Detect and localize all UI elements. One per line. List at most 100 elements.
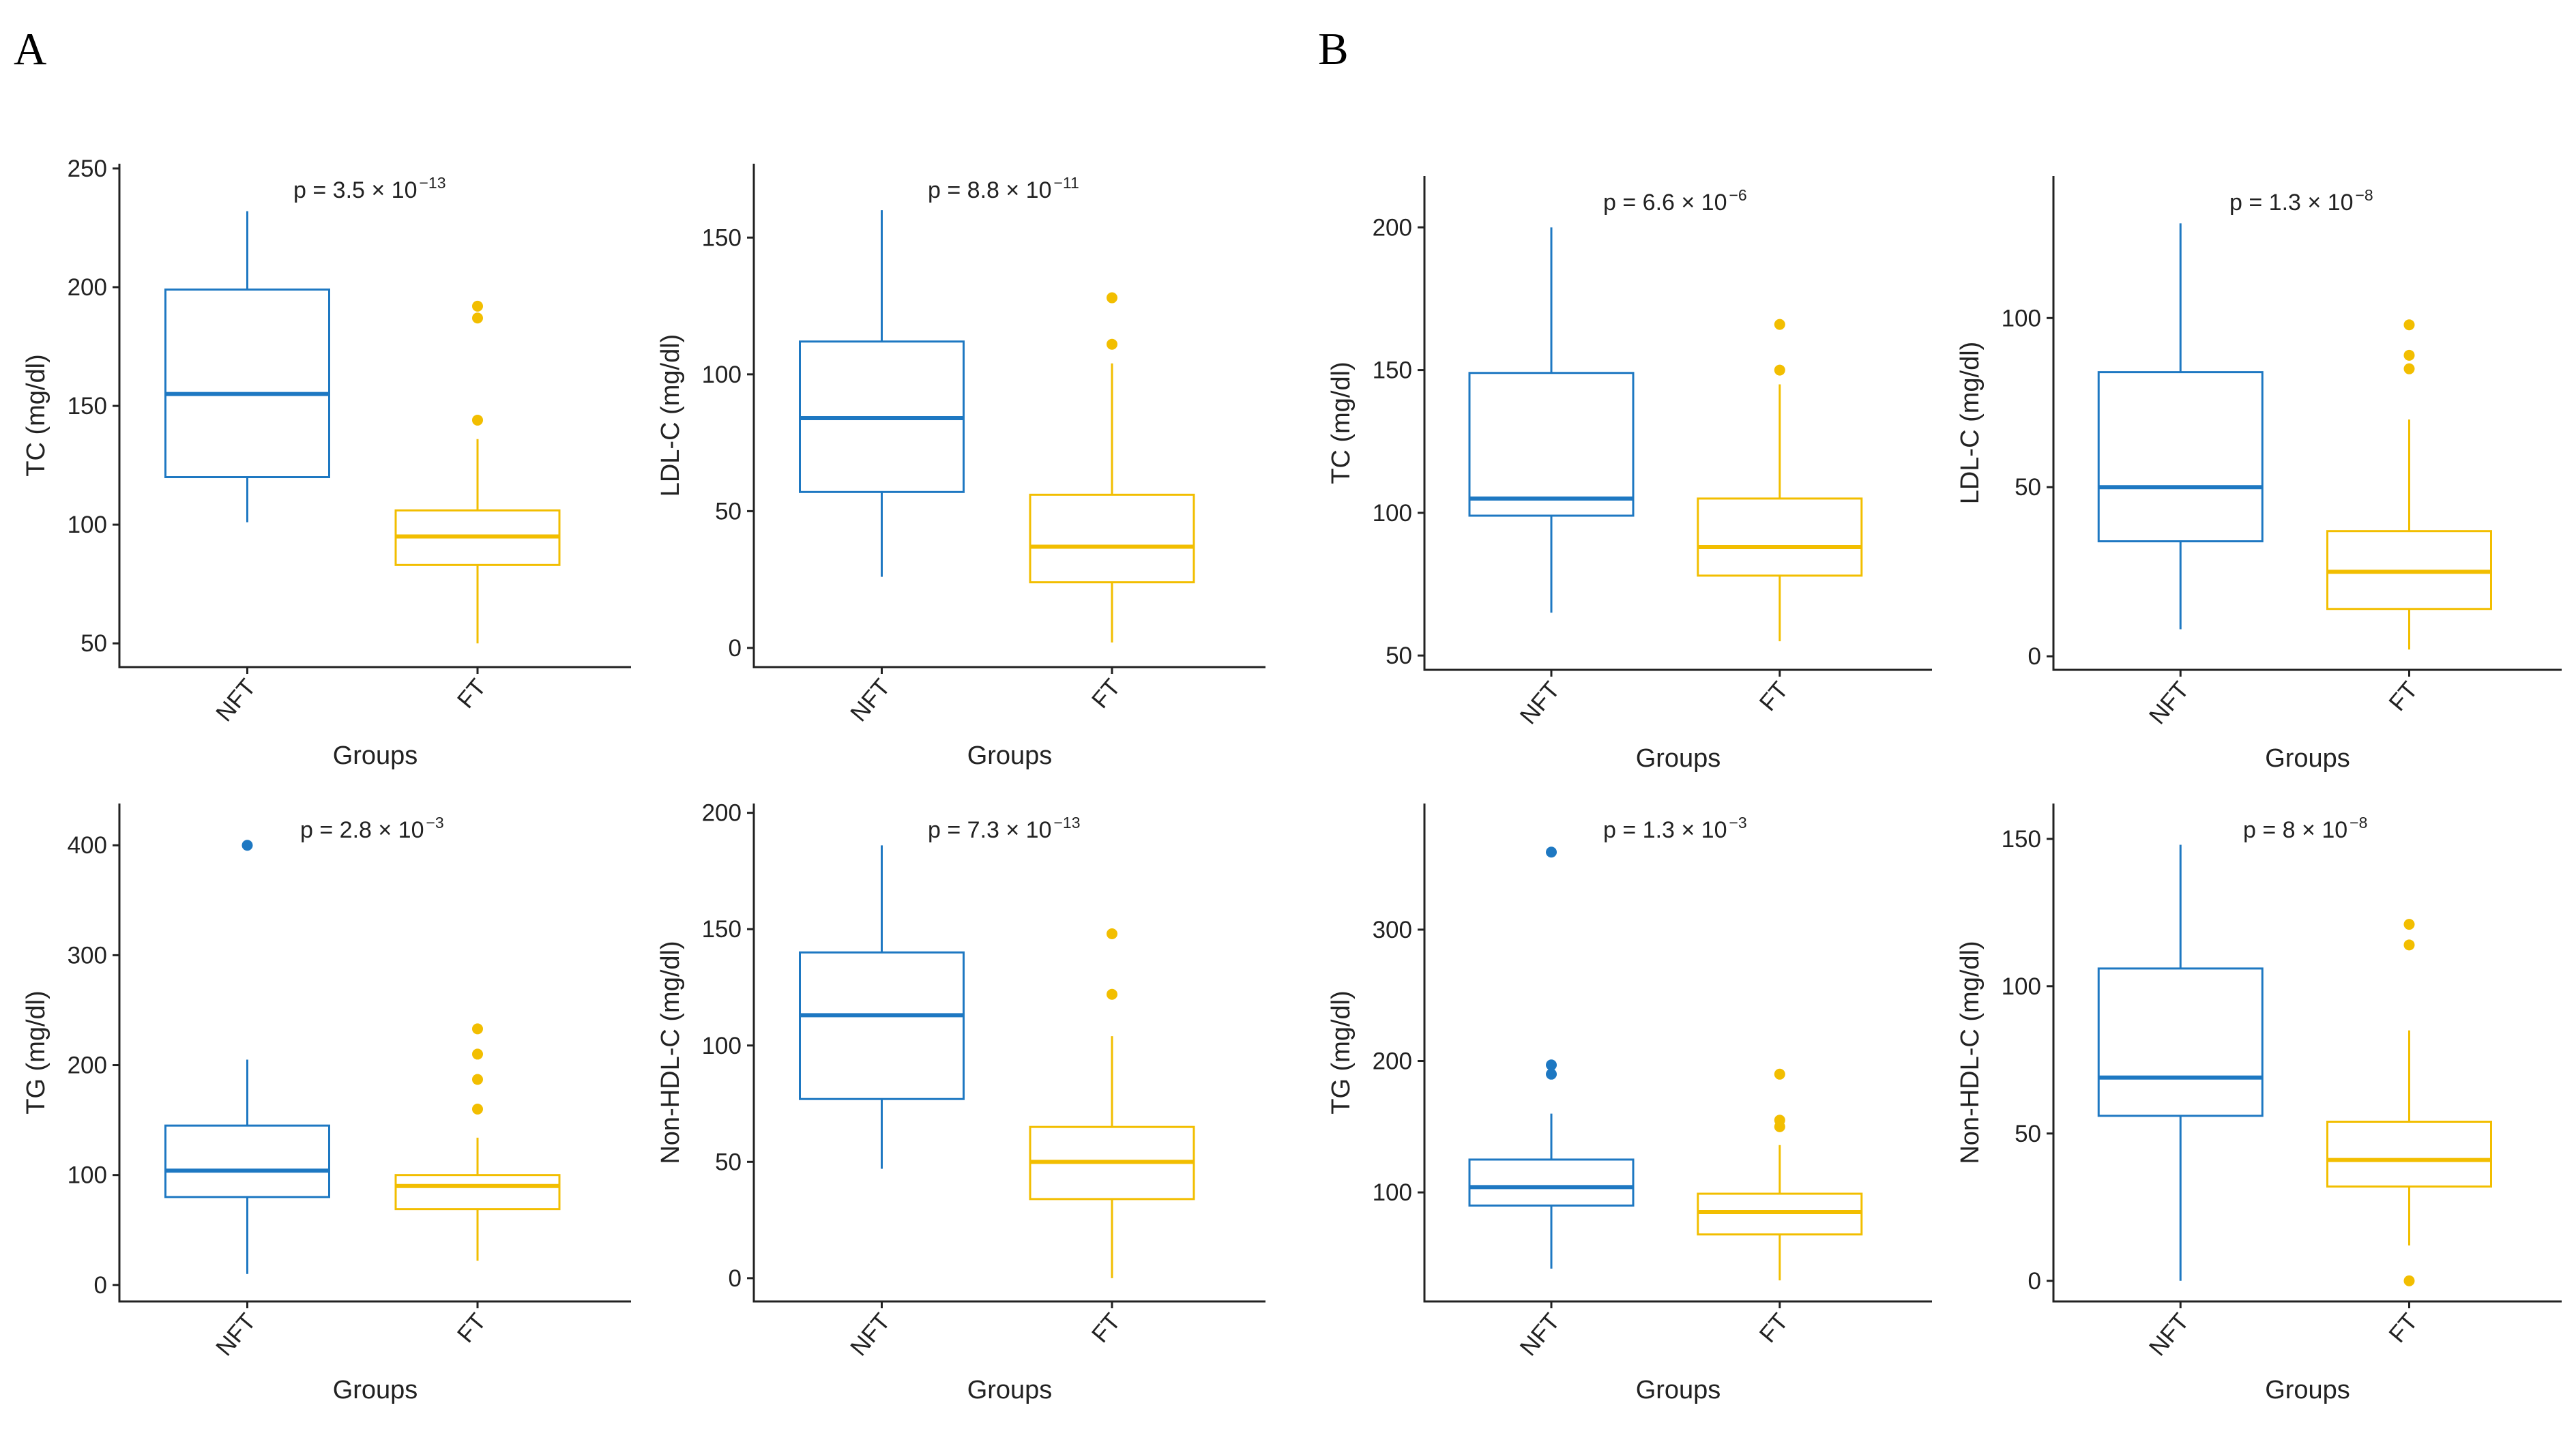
boxplot-2: 0 50 100 150 NFT FT Groups LDL-C (mg/dl) p = 8.8… (656, 164, 1265, 770)
y-axis-title: TC (mg/dl) (22, 354, 50, 476)
box-nft (799, 845, 965, 1169)
y-tick-label: 50 (715, 498, 742, 525)
p-value-label: p = 3.5 × 10 −13 (293, 174, 446, 203)
outlier-point (472, 300, 483, 312)
outlier-point (1774, 1068, 1785, 1080)
y-tick-label: 150 (702, 916, 742, 943)
y-tick-label: 50 (1386, 643, 1412, 669)
outlier-point (1774, 319, 1785, 330)
x-tick-label-nft: NFT (1515, 1308, 1566, 1361)
outlier-point (241, 840, 253, 851)
y-tick-label: 200 (702, 800, 742, 827)
x-axis-title: Groups (1636, 744, 1721, 773)
outlier-point (1107, 338, 1117, 350)
x-axis-title: Groups (333, 1376, 418, 1404)
y-tick-label: 50 (80, 630, 107, 657)
y-tick-label: 50 (2015, 474, 2041, 501)
x-tick-label-ft: FT (1755, 677, 1794, 716)
outlier-point (472, 1048, 483, 1060)
iqr-box (1468, 1158, 1635, 1207)
x-tick-label-nft: NFT (2144, 1308, 2195, 1361)
x-axis-title: Groups (967, 1376, 1053, 1404)
y-axis-title: Non-HDL-C (mg/dl) (656, 941, 685, 1164)
y-tick-label: 0 (2028, 643, 2041, 670)
outlier-point (472, 414, 483, 426)
x-axis-title: Groups (967, 741, 1053, 770)
x-tick-label-ft: FT (452, 1308, 491, 1348)
outlier-point (1107, 988, 1117, 1000)
x-tick-label-nft: NFT (845, 674, 896, 726)
iqr-box (1029, 493, 1195, 584)
outlier-point (2403, 319, 2415, 331)
iqr-box (799, 951, 965, 1100)
outlier-point (2403, 349, 2415, 361)
box-ft (394, 300, 561, 644)
x-tick-label-nft: NFT (2144, 677, 2195, 729)
y-tick-label: 100 (702, 362, 742, 388)
box-nft (1468, 227, 1635, 613)
y-axis-title: TG (mg/dl) (1327, 990, 1356, 1115)
y-tick-label: 50 (2015, 1121, 2041, 1147)
axis-lines (752, 804, 1265, 1303)
box-nft (2097, 223, 2264, 630)
y-axis-title: TG (mg/dl) (22, 990, 50, 1115)
boxplot-5: 0 100 200 300 400 NFT FT Groups TG (mg/dl) p = 2.… (22, 804, 631, 1404)
y-tick-label: 200 (1373, 1048, 1412, 1075)
boxplot-8: 0 50 100 150 NFT FT Groups Non-HDL-C (mg/dl) p =… (1956, 804, 2562, 1404)
outlier-point (1107, 292, 1117, 304)
y-tick-label: 50 (715, 1149, 742, 1175)
p-value-label: p = 1.3 × 10 −8 (2229, 186, 2373, 216)
y-tick-label: 300 (68, 942, 107, 969)
panel-label-b: B (1318, 24, 1349, 74)
x-tick-label-ft: FT (1087, 1308, 1126, 1348)
y-axis-title: LDL-C (mg/dl) (656, 334, 685, 497)
outlier-point (472, 1023, 483, 1035)
axis-lines (118, 804, 631, 1303)
axis-lines (118, 164, 631, 668)
iqr-box (2326, 1121, 2492, 1188)
x-tick-label-ft: FT (2384, 677, 2423, 716)
axis-lines (1423, 804, 1932, 1303)
iqr-box (2097, 371, 2264, 543)
y-tick-label: 150 (2002, 826, 2041, 853)
y-tick-label: 100 (2002, 305, 2041, 332)
outlier-point (472, 1103, 483, 1115)
box-nft (799, 210, 965, 577)
axis-lines (2052, 176, 2562, 671)
y-tick-label: 250 (68, 156, 107, 182)
y-tick-label: 100 (68, 1162, 107, 1189)
x-tick-label-nft: NFT (1515, 677, 1566, 729)
y-tick-label: 100 (1373, 500, 1412, 527)
outlier-point (1546, 1059, 1557, 1071)
outlier-point (2403, 363, 2415, 374)
x-axis-title: Groups (333, 741, 418, 770)
iqr-box (1697, 497, 1863, 577)
iqr-box (164, 289, 330, 479)
outlier-point (2403, 939, 2415, 951)
outlier-point (2403, 1275, 2415, 1286)
x-tick-label-ft: FT (2384, 1308, 2423, 1348)
box-nft (164, 211, 330, 522)
iqr-box (164, 1124, 330, 1198)
x-tick-label-ft: FT (1087, 674, 1126, 713)
boxplot-7: 100 200 300 NFT FT Groups TG (mg/dl) p = 1.3 × … (1327, 804, 1932, 1404)
y-tick-label: 100 (2002, 973, 2041, 1000)
box-nft (2097, 844, 2264, 1281)
box-ft (1697, 319, 1863, 642)
box-ft (2326, 319, 2492, 650)
x-axis-title: Groups (1636, 1376, 1721, 1404)
y-tick-label: 200 (1373, 214, 1412, 241)
y-tick-label: 0 (2028, 1268, 2041, 1295)
x-axis-title: Groups (2265, 1376, 2350, 1404)
outlier-point (1546, 1068, 1557, 1080)
iqr-box (394, 1174, 561, 1211)
y-tick-label: 100 (1373, 1179, 1412, 1206)
x-axis-title: Groups (2265, 744, 2350, 773)
box-ft (394, 1023, 561, 1261)
x-tick-label-ft: FT (1755, 1308, 1794, 1348)
x-tick-label-nft: NFT (211, 674, 261, 726)
outlier-point (1774, 1115, 1785, 1126)
boxplot-3: 50 100 150 200 NFT FT Groups TC (mg/dl) p = 6.6 … (1327, 176, 1932, 773)
box-nft (1468, 846, 1635, 1269)
y-tick-label: 400 (68, 832, 107, 859)
